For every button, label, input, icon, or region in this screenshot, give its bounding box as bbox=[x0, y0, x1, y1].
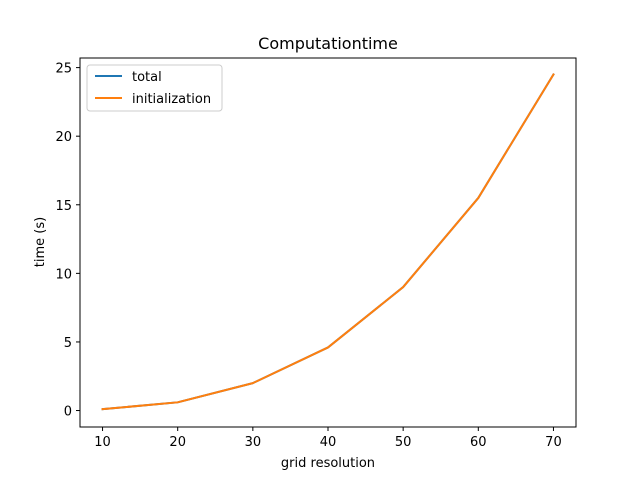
x-tick-label: 10 bbox=[94, 435, 111, 450]
x-tick-label: 50 bbox=[395, 435, 412, 450]
x-axis-label: grid resolution bbox=[281, 456, 375, 471]
legend: total initialization bbox=[86, 64, 223, 112]
plot-area bbox=[101, 73, 555, 411]
y-tick-label: 15 bbox=[55, 199, 72, 214]
y-tick-label: 25 bbox=[55, 62, 72, 77]
x-tick-label: 60 bbox=[470, 435, 487, 450]
y-axis-label: time (s) bbox=[33, 217, 48, 267]
y-axis: 0 5 10 15 20 25 bbox=[55, 62, 80, 420]
chart-title: Computationtime bbox=[258, 34, 398, 53]
x-tick-label: 70 bbox=[545, 435, 562, 450]
y-tick-label: 0 bbox=[64, 405, 72, 420]
x-axis: 10 20 30 40 50 60 70 bbox=[94, 427, 562, 450]
x-tick-label: 20 bbox=[169, 435, 186, 450]
series-line-initialization bbox=[101, 73, 555, 411]
legend-label-initialization: initialization bbox=[132, 92, 211, 107]
legend-label-total: total bbox=[132, 70, 162, 85]
x-tick-label: 30 bbox=[245, 435, 262, 450]
y-tick-label: 10 bbox=[55, 267, 72, 282]
y-tick-label: 5 bbox=[64, 336, 72, 351]
x-tick-label: 40 bbox=[320, 435, 337, 450]
y-tick-label: 20 bbox=[55, 130, 72, 145]
